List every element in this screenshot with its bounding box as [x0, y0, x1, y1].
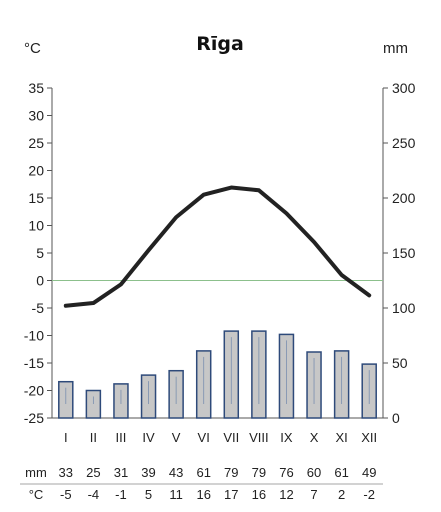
precipitation-bars	[58, 330, 377, 419]
right-tick-label: 200	[392, 190, 416, 206]
month-label: X	[310, 430, 319, 445]
month-label: VIII	[249, 430, 269, 445]
table-temp-value: -2	[363, 487, 375, 502]
month-label: XI	[335, 430, 347, 445]
left-tick-label: -5	[32, 300, 45, 316]
left-tick-label: -10	[24, 328, 44, 344]
table-temp-value: 7	[310, 487, 317, 502]
table-precip-value: 33	[59, 465, 73, 480]
month-label: I	[64, 430, 68, 445]
right-tick-label: 250	[392, 135, 416, 151]
table-temp-value: 17	[224, 487, 238, 502]
table-precip-value: 39	[141, 465, 155, 480]
table-precip-value: 61	[334, 465, 348, 480]
table-temp-value: -1	[115, 487, 127, 502]
chart-title: Rīga	[196, 33, 244, 55]
table-precip-value: 61	[196, 465, 210, 480]
right-tick-label: 300	[392, 80, 416, 96]
right-tick-label: 100	[392, 300, 416, 316]
left-tick-label: -20	[24, 383, 44, 399]
table-precip-value: 25	[86, 465, 100, 480]
month-labels: I II III IV V VI VII VIII IX X XI XII	[64, 430, 377, 445]
left-tick-label: 30	[28, 108, 44, 124]
table-temp-value: -4	[88, 487, 100, 502]
right-tick-label: 0	[392, 410, 400, 426]
month-label: IX	[280, 430, 293, 445]
month-label: XII	[361, 430, 377, 445]
left-tick-label: 10	[28, 218, 44, 234]
table-temp-value: 12	[279, 487, 293, 502]
table-precip-value: 43	[169, 465, 183, 480]
left-tick-label: 15	[28, 190, 44, 206]
month-label: II	[90, 430, 97, 445]
data-table: mm °C 33 25 31 39 43 61 79 79 76 60 61 49 -5 -4 -1 5 11 16 1…	[20, 465, 383, 502]
month-label: III	[116, 430, 127, 445]
table-temp-value: 2	[338, 487, 345, 502]
table-precip-value: 60	[307, 465, 321, 480]
table-temp-value: 11	[169, 487, 183, 502]
left-tick-label: 0	[36, 273, 44, 289]
table-precip-value: 79	[224, 465, 238, 480]
left-axis-unit: °C	[24, 40, 41, 57]
temperature-line-group	[63, 185, 372, 308]
temperature-line	[63, 185, 372, 308]
table-temp-value: 16	[196, 487, 210, 502]
month-label: VII	[223, 430, 239, 445]
left-tick-label: 5	[36, 245, 44, 261]
right-tick-label: 150	[392, 245, 416, 261]
precip-bar	[85, 389, 102, 419]
left-tick-label: 25	[28, 135, 44, 151]
left-tick-label: 20	[28, 163, 44, 179]
table-temp-value: 5	[145, 487, 152, 502]
table-temp-value: 16	[252, 487, 266, 502]
table-precip-value: 49	[362, 465, 376, 480]
left-tick-label: 35	[28, 80, 44, 96]
month-label: V	[172, 430, 181, 445]
left-tick-label: -15	[24, 355, 44, 371]
table-precip-value: 79	[252, 465, 266, 480]
right-axis-unit: mm	[383, 40, 408, 57]
table-precip-label: mm	[25, 465, 47, 480]
left-tick-label: -25	[24, 410, 44, 426]
table-precip-value: 76	[279, 465, 293, 480]
table-precip-value: 31	[114, 465, 128, 480]
axes: 35302520151050-5-10-15-20-25300250200150…	[24, 80, 416, 426]
table-temp-label: °C	[29, 487, 44, 502]
right-tick-label: 50	[392, 355, 408, 371]
month-label: IV	[142, 430, 155, 445]
table-temp-value: -5	[60, 487, 72, 502]
month-label: VI	[198, 430, 210, 445]
